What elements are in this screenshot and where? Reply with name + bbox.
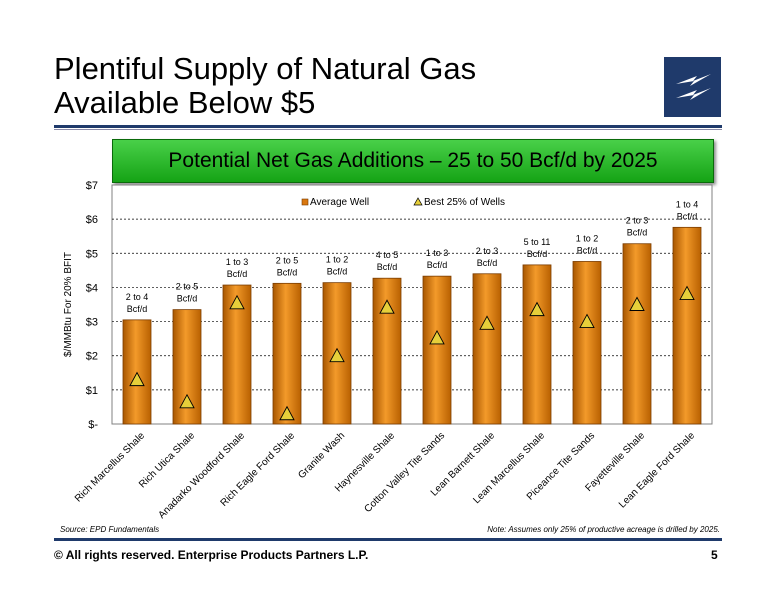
marker-best-25 (579, 313, 595, 329)
x-tick-label: Granite Wash (296, 430, 347, 481)
bar-label-unit: Bcf/d (427, 260, 448, 270)
marker-best-25 (129, 371, 145, 387)
bar-label-range: 2 to 5 (176, 282, 199, 292)
page-number: 5 (711, 548, 718, 562)
bar-label-unit: Bcf/d (327, 267, 348, 277)
bar-label-range: 1 to 3 (426, 248, 449, 258)
bar-label-unit: Bcf/d (677, 211, 698, 221)
marker-best-25 (379, 299, 395, 314)
bar-label-range: 1 to 2 (576, 233, 599, 243)
x-tick-label: Anadarko Woodford Shale (157, 430, 248, 521)
bar-average-well (472, 273, 502, 425)
bar-label-unit: Bcf/d (177, 294, 198, 304)
x-tick-label: Cotton Valley Tite Sands (362, 430, 447, 515)
marker-best-25 (479, 315, 495, 330)
legend-triangle-icon (413, 197, 423, 206)
y-tick-label: $6 (86, 214, 98, 226)
y-tick-label: $5 (86, 248, 98, 260)
bar-label-unit: Bcf/d (527, 249, 548, 259)
footnote: Note: Assumes only 25% of productive acr… (487, 525, 720, 534)
bar-average-well (422, 275, 452, 425)
bar-label-unit: Bcf/d (227, 269, 248, 279)
y-axis-label: $/MMBtu For 20% BFIT (63, 252, 74, 357)
bar-label-range: 1 to 3 (226, 257, 249, 267)
bar-label-range: 2 to 4 (126, 292, 149, 302)
marker-best-25 (629, 296, 645, 311)
marker-best-25 (229, 294, 245, 310)
bar-label-unit: Bcf/d (577, 245, 598, 255)
bar-label-unit: Bcf/d (627, 228, 648, 238)
slide-title: Plentiful Supply of Natural Gas Availabl… (54, 52, 476, 120)
y-tick-label: $7 (86, 180, 98, 192)
title-line-1: Plentiful Supply of Natural Gas (54, 51, 477, 86)
headline-banner: Potential Net Gas Additions – 25 to 50 B… (112, 139, 714, 183)
legend-bar-swatch (301, 198, 309, 206)
marker-best-25 (179, 393, 195, 409)
y-tick-label: $2 (86, 351, 98, 363)
plot-area (111, 184, 713, 425)
title-line-2: Available Below $5 (54, 85, 316, 120)
bar-label-unit: Bcf/d (277, 267, 298, 277)
y-tick-label: $- (88, 419, 98, 431)
legend-average-well: Average Well (310, 197, 369, 208)
bar-label-range: 4 to 5 (376, 250, 399, 260)
marker-best-25 (279, 405, 295, 421)
bar-label-range: 1 to 4 (676, 199, 699, 209)
y-tick-label: $3 (86, 317, 98, 329)
x-tick-label: Rich Marcellus Shale (73, 430, 148, 505)
bar-average-well (672, 226, 702, 425)
legend-best-25: Best 25% of Wells (424, 197, 505, 208)
bar-average-well (572, 261, 602, 425)
bar-label-range: 2 to 5 (276, 255, 299, 265)
company-logo (664, 57, 721, 117)
bar-average-well (522, 264, 552, 425)
marker-best-25 (679, 285, 695, 301)
banner-text: Potential Net Gas Additions – 25 to 50 B… (168, 149, 658, 172)
bar-label-unit: Bcf/d (127, 304, 148, 314)
header-rule-thin (54, 129, 722, 130)
bar-label-range: 2 to 3 (476, 246, 499, 256)
y-tick-label: $1 (86, 385, 98, 397)
bar-label-range: 5 to 11 (524, 237, 551, 247)
bar-label-range: 2 to 3 (626, 216, 649, 226)
marker-best-25 (429, 330, 445, 345)
copyright-footer: © All rights reserved. Enterprise Produc… (54, 548, 369, 562)
marker-best-25 (329, 347, 345, 363)
bar-label-unit: Bcf/d (377, 262, 398, 272)
header-rule (54, 125, 722, 128)
bar-label-unit: Bcf/d (477, 258, 498, 268)
bar-average-well (272, 282, 302, 425)
footer-rule (54, 538, 722, 541)
bar-average-well (622, 243, 652, 425)
source-note: Source: EPD Fundamentals (60, 525, 160, 534)
bar-label-range: 1 to 2 (326, 255, 349, 265)
lightning-logo-icon (676, 74, 711, 100)
marker-best-25 (529, 301, 545, 317)
y-tick-label: $4 (86, 282, 98, 294)
